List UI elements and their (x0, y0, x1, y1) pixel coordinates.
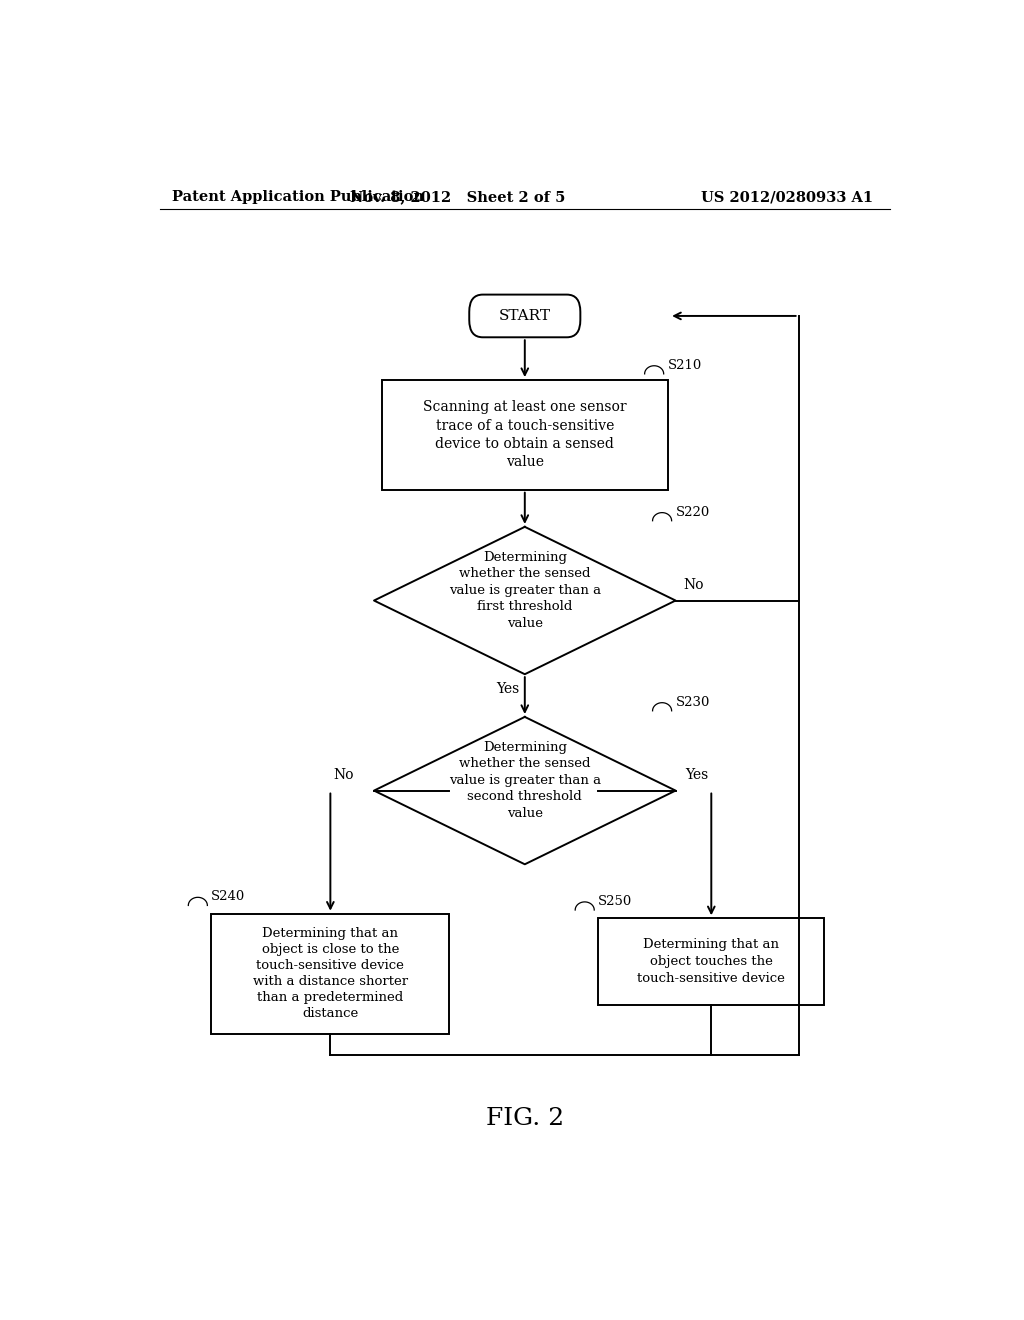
Text: Determining
whether the sensed
value is greater than a
first threshold
value: Determining whether the sensed value is … (449, 550, 601, 630)
FancyBboxPatch shape (598, 919, 824, 1005)
Text: S220: S220 (676, 506, 710, 519)
Text: S240: S240 (211, 891, 246, 903)
Text: Determining that an
object is close to the
touch-sensitive device
with a distanc: Determining that an object is close to t… (253, 927, 408, 1020)
FancyBboxPatch shape (469, 294, 581, 338)
FancyBboxPatch shape (382, 380, 668, 490)
Text: S210: S210 (668, 359, 701, 372)
FancyBboxPatch shape (211, 913, 450, 1034)
Text: FIG. 2: FIG. 2 (485, 1107, 564, 1130)
Text: S250: S250 (598, 895, 633, 908)
Text: Yes: Yes (496, 682, 519, 697)
Text: No: No (684, 578, 705, 593)
Text: START: START (499, 309, 551, 323)
Text: Yes: Yes (685, 768, 709, 783)
Text: No: No (334, 768, 354, 783)
Text: Determining
whether the sensed
value is greater than a
second threshold
value: Determining whether the sensed value is … (449, 741, 601, 820)
Text: US 2012/0280933 A1: US 2012/0280933 A1 (700, 190, 872, 205)
Text: Nov. 8, 2012   Sheet 2 of 5: Nov. 8, 2012 Sheet 2 of 5 (349, 190, 565, 205)
Text: S230: S230 (676, 696, 710, 709)
Text: Scanning at least one sensor
trace of a touch-sensitive
device to obtain a sense: Scanning at least one sensor trace of a … (423, 400, 627, 470)
Text: Determining that an
object touches the
touch-sensitive device: Determining that an object touches the t… (637, 937, 785, 985)
Text: Patent Application Publication: Patent Application Publication (172, 190, 424, 205)
